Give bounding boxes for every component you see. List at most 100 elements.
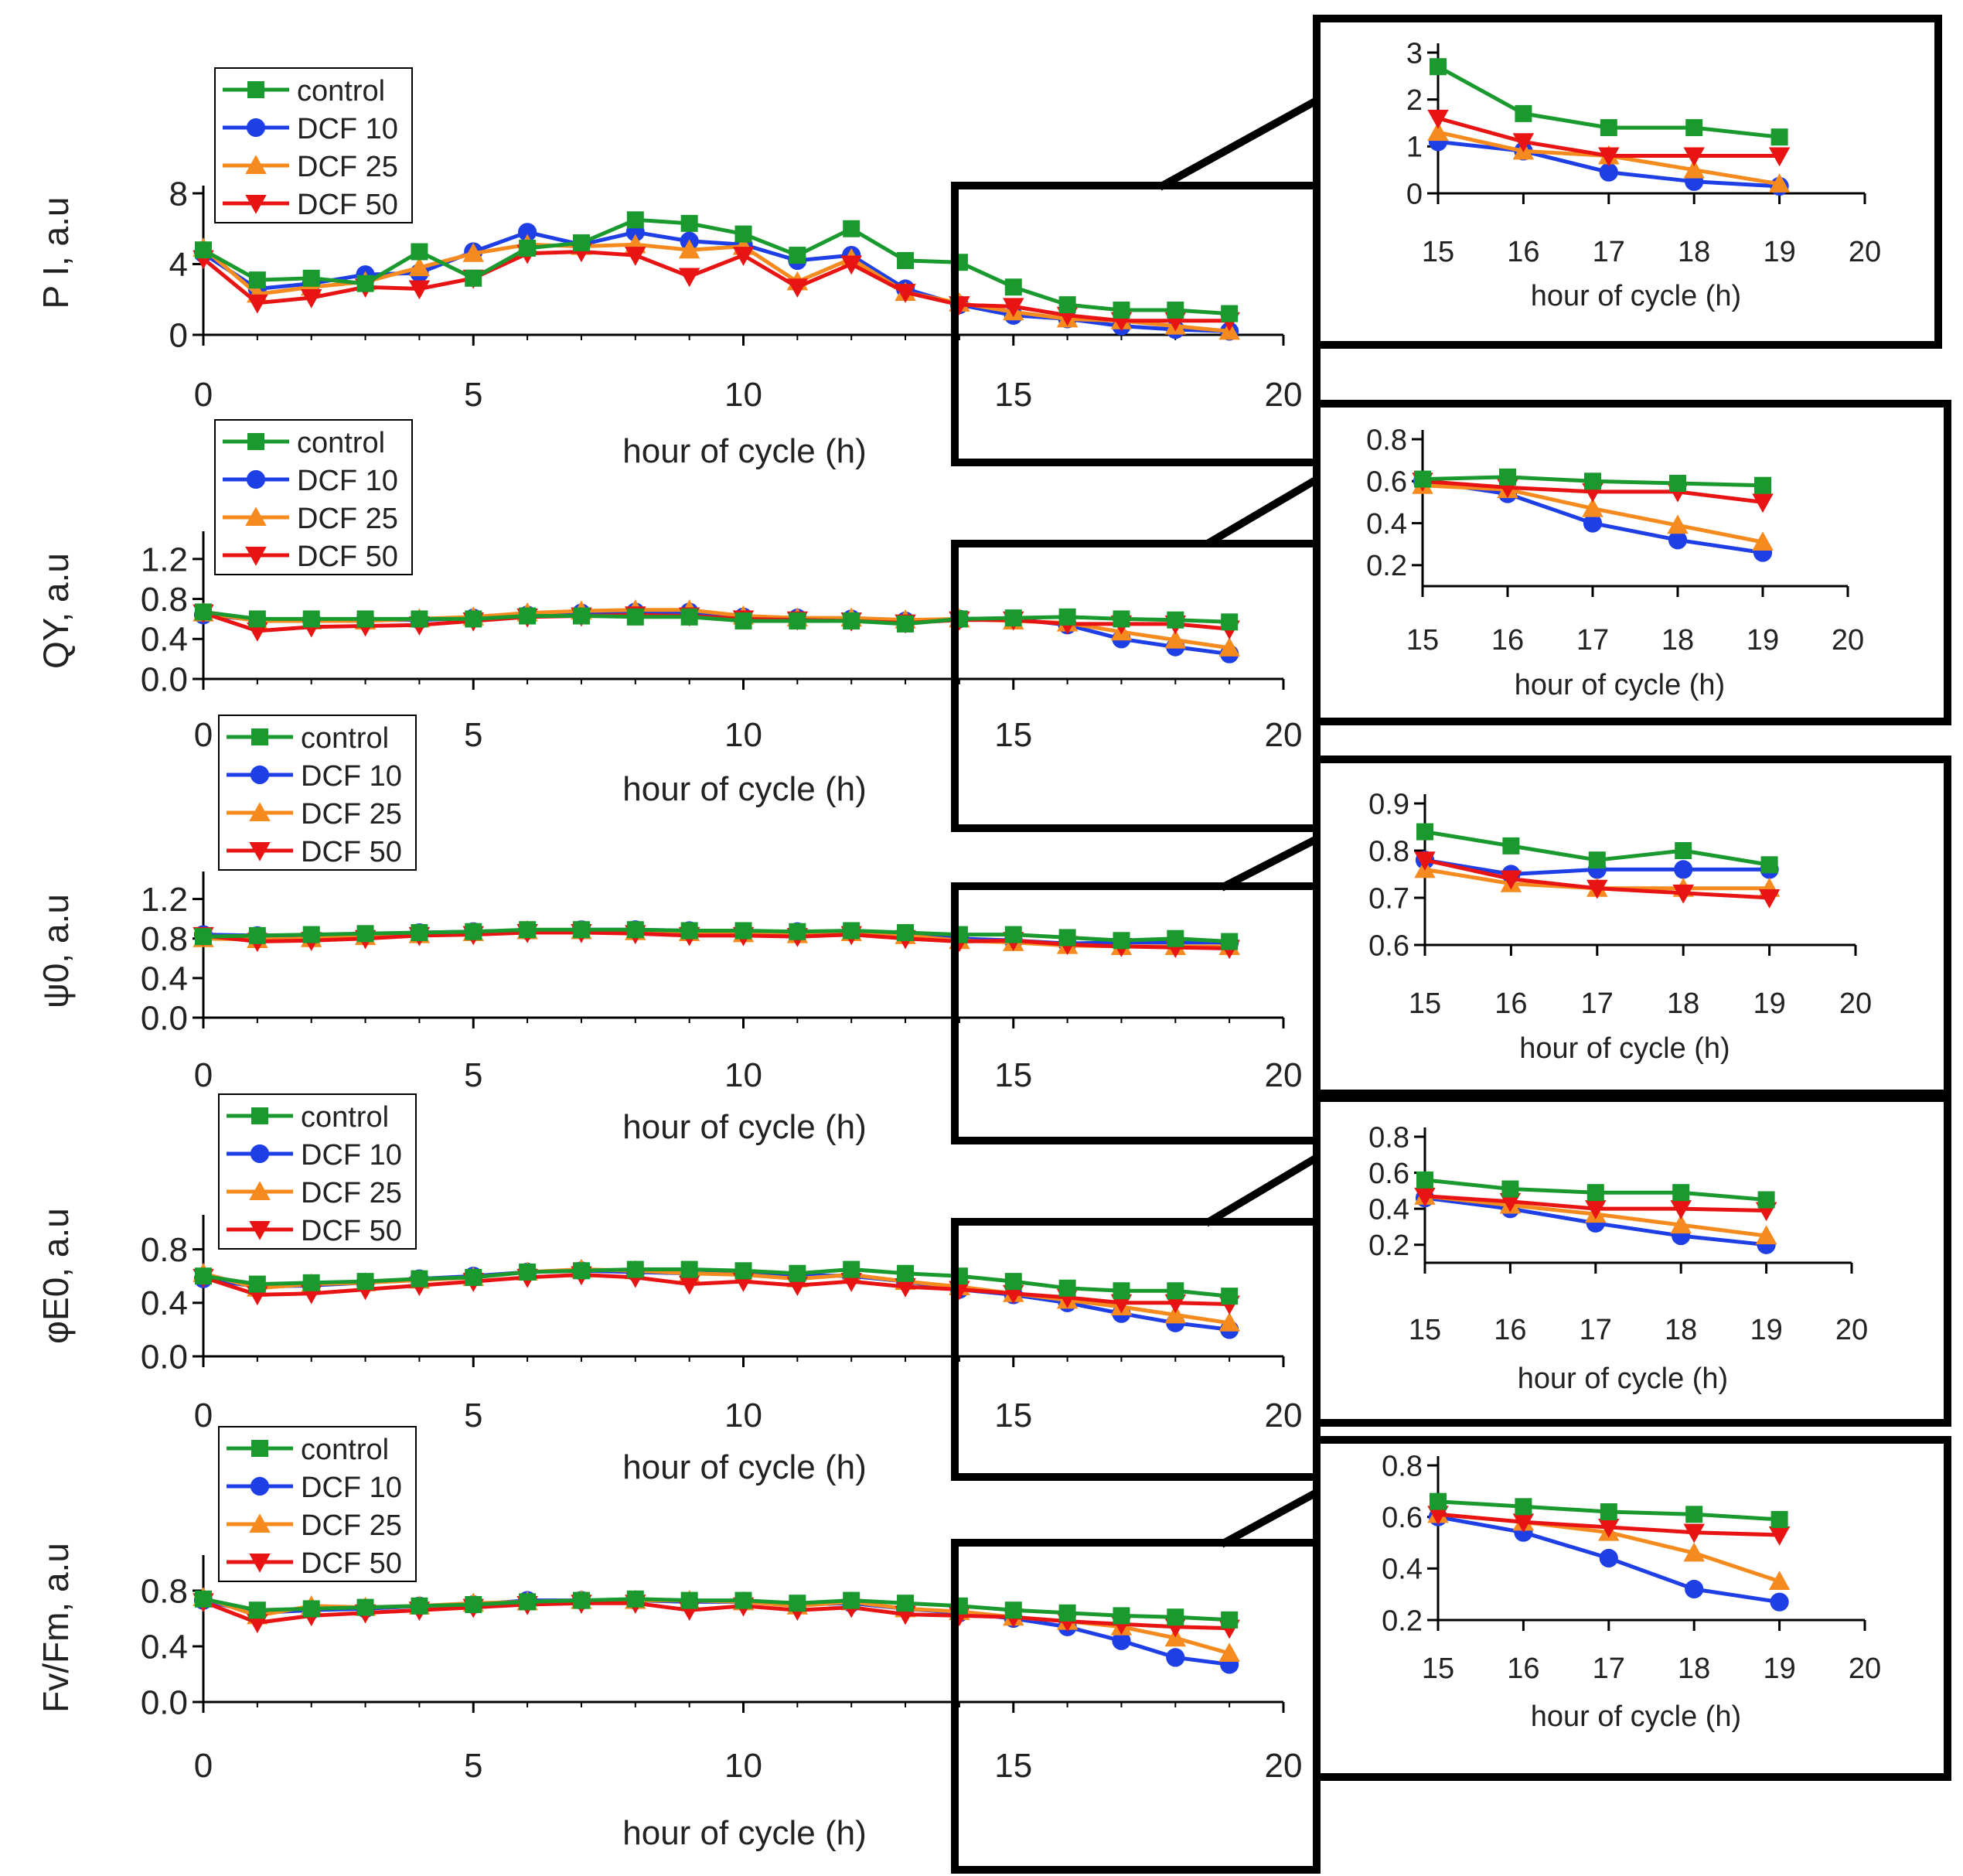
data-point-control — [1004, 278, 1022, 296]
y-tick-label: 0.0 — [141, 660, 188, 698]
chart-qy-main: 0 5 10 15 20 0.00.40.81.2 QY, a.u hour of cycle… — [36, 419, 1302, 808]
data-point-dcf-25 — [1427, 121, 1449, 142]
chart-qy-inset: 15 16 17 18 19 20 0.2 0.4 0.6 0.8 hour of cycle (h… — [1313, 400, 1951, 725]
y-tick-label: 8 — [169, 175, 188, 213]
y-tick-label: 1 — [1406, 131, 1423, 164]
data-point-dcf-50 — [786, 278, 809, 298]
series-line-dcf-50 — [203, 1600, 1230, 1631]
data-point-control — [843, 612, 861, 630]
data-point-dcf-50 — [1500, 870, 1522, 890]
data-point-dcf-25 — [1670, 1214, 1692, 1234]
y-tick-label: 0.8 — [1368, 1121, 1409, 1154]
data-point-control — [897, 615, 915, 633]
data-point-control — [465, 923, 482, 940]
data-point-control — [1058, 608, 1076, 626]
data-point-control — [1430, 58, 1447, 76]
data-point-control — [302, 1274, 320, 1291]
data-point-control — [1757, 1191, 1775, 1209]
data-point-control — [1058, 1279, 1076, 1297]
data-point-dcf-25 — [1218, 1642, 1240, 1662]
chart-fvfm-main: 0 5 10 15 20 0.0 0.4 0.8 Fv/Fm, a.u hour of cycle… — [36, 1426, 1302, 1852]
data-point-control — [519, 921, 537, 939]
data-point-dcf-50 — [1427, 109, 1449, 129]
legend-item-control: control — [227, 1101, 389, 1134]
chart-psi-inset: 15 16 17 18 19 20 0.6 0.7 0.8 0.9 hour of cycle (h… — [1313, 756, 1951, 1097]
data-point-dcf-10 — [1770, 1592, 1789, 1612]
data-point-control — [1004, 1273, 1022, 1291]
data-point-control — [626, 211, 644, 229]
data-point-dcf-50 — [1003, 298, 1024, 318]
x-tick-label: 10 — [724, 376, 762, 414]
x-axis-label: hour of cycle (h) — [622, 770, 866, 808]
data-point-dcf-50 — [1683, 1523, 1705, 1543]
zoom-callout-phie — [951, 1154, 1321, 1481]
data-point-dcf-10 — [518, 223, 537, 242]
legend: control DCF 10 DCF 25 DCF 50 — [218, 715, 417, 871]
data-point-control — [1167, 929, 1184, 947]
data-point-control — [734, 1591, 752, 1609]
legend: control DCF 10 DCF 25 DCF 50 — [218, 1093, 417, 1250]
data-point-control — [680, 214, 698, 232]
data-point-control — [572, 1591, 590, 1609]
y-axis-label: QY, a.u — [36, 553, 76, 669]
data-point-control — [519, 239, 537, 257]
legend-marker — [247, 81, 264, 98]
legend-marker — [245, 155, 267, 174]
data-point-dcf-25 — [1752, 531, 1774, 551]
data-point-dcf-25 — [1164, 1304, 1187, 1324]
x-tick-label: 15 — [1409, 987, 1441, 1020]
data-point-control — [248, 271, 266, 289]
series-dcf-50 — [1427, 109, 1791, 167]
data-point-control — [626, 921, 644, 939]
data-point-control — [1586, 1184, 1604, 1202]
legend-marker — [249, 1554, 271, 1573]
x-tick-label: 19 — [1750, 1314, 1782, 1346]
data-point-control — [465, 269, 482, 287]
y-tick-label: 0.2 — [1366, 550, 1407, 582]
x-tick-label: 20 — [1835, 1314, 1868, 1346]
legend-marker — [249, 842, 271, 861]
data-point-control — [248, 1275, 266, 1293]
data-point-control — [1221, 305, 1239, 322]
x-tick-label: 15 — [994, 1397, 1032, 1434]
x-tick-label: 18 — [1665, 1314, 1697, 1346]
legend-marker — [250, 765, 270, 785]
data-point-control — [680, 1591, 698, 1609]
data-point-control — [1515, 1498, 1532, 1516]
x-tick-label: 20 — [1839, 987, 1872, 1020]
data-point-control — [195, 1590, 212, 1608]
x-tick-label: 20 — [1265, 1056, 1303, 1094]
data-point-control — [734, 922, 752, 940]
legend-item-dcf-50: DCF 50 — [227, 836, 402, 868]
data-point-dcf-25 — [408, 257, 431, 277]
data-point-control — [897, 1264, 915, 1282]
data-point-control — [1221, 933, 1239, 950]
data-point-control — [519, 1264, 537, 1281]
data-point-control — [195, 1267, 212, 1285]
legend: control DCF 10 DCF 25 DCF 50 — [214, 67, 413, 223]
y-tick-label: 0.4 — [1366, 508, 1407, 541]
chart-pi-inset: 15 16 17 18 19 20 0 1 2 3 hour of cycle (h) — [1313, 15, 1942, 349]
legend-item-control: control — [223, 75, 385, 107]
data-point-control — [1167, 301, 1184, 319]
data-point-dcf-50 — [1768, 1526, 1791, 1546]
data-point-control — [411, 1597, 428, 1615]
legend-marker — [249, 1221, 271, 1240]
x-tick-label: 16 — [1494, 1314, 1526, 1346]
legend-marker — [246, 469, 266, 489]
legend-item-dcf-25: DCF 25 — [227, 798, 402, 831]
x-tick-label: 16 — [1494, 987, 1527, 1020]
data-point-control — [1600, 1503, 1617, 1520]
x-tick-label: 16 — [1507, 1653, 1539, 1685]
data-point-dcf-25 — [1768, 1571, 1791, 1590]
x-axis-label: hour of cycle (h) — [1518, 1363, 1728, 1395]
x-tick-label: 17 — [1593, 236, 1625, 268]
data-point-dcf-50 — [1414, 1187, 1436, 1207]
data-point-dcf-50 — [1598, 147, 1620, 167]
data-point-control — [1414, 470, 1431, 488]
data-point-control — [897, 924, 915, 942]
data-point-dcf-10 — [1674, 860, 1693, 879]
chart-pi-main: 0 5 10 15 20 0 4 8 P I, a.u hour of cycle (h) cont… — [36, 67, 1302, 470]
data-point-control — [680, 608, 698, 626]
legend-label: DCF 50 — [301, 1547, 402, 1580]
